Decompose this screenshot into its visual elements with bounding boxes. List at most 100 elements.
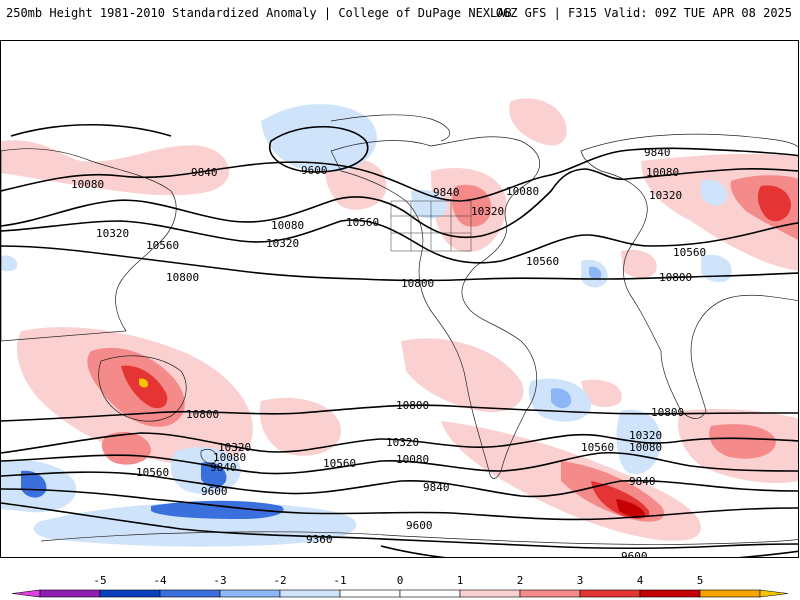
colorbar-swatch <box>459 589 521 598</box>
contour-label: 9360 <box>306 533 333 546</box>
colorbar-tick-label: -2 <box>273 574 286 587</box>
us-grid-cell <box>390 200 472 252</box>
contour-label: 9840 <box>644 146 671 159</box>
contour-label: 10560 <box>581 441 614 454</box>
contour-label: 10560 <box>346 216 379 229</box>
colorbar-swatch <box>519 589 581 598</box>
height-contours <box>1 124 798 557</box>
colorbar-tick-label: -4 <box>153 574 167 587</box>
colorbar-tick-label: 0 <box>397 574 404 587</box>
colorbar-tick-label: 4 <box>637 574 644 587</box>
colorbar-tick-label: -1 <box>333 574 346 587</box>
contour-line <box>1 147 798 202</box>
model-run-info: 06Z GFS | F315 Valid: 09Z TUE APR 08 202… <box>495 6 792 20</box>
contour-label: 10320 <box>629 429 662 442</box>
contour-labels: 10080 9840 9600 10320 10560 10080 10320 … <box>71 146 706 557</box>
contour-label: 10800 <box>659 271 692 284</box>
colorbar-under-arrow <box>11 589 41 598</box>
colorbar-swatch <box>279 589 341 598</box>
contour-label: 9840 <box>210 461 237 474</box>
anomaly-region <box>401 338 524 412</box>
anomaly-region <box>709 424 776 459</box>
anomaly-region <box>757 185 791 222</box>
contour-line <box>380 545 798 557</box>
contour-label: 10560 <box>526 255 559 268</box>
anomaly-region <box>509 98 567 146</box>
anomaly-region <box>701 179 727 206</box>
contour-label: 9840 <box>629 475 656 488</box>
contour-label: 10800 <box>186 408 219 421</box>
colorbar-swatch <box>579 589 641 598</box>
anomaly-region <box>1 140 230 196</box>
coastline <box>330 114 451 142</box>
colorbar-swatch <box>339 589 401 598</box>
anomaly-region <box>259 397 341 456</box>
anomaly-region <box>551 388 572 409</box>
contour-label: 10080 <box>629 441 662 454</box>
coastline <box>330 136 541 479</box>
contour-label: 10320 <box>649 189 682 202</box>
contour-label: 10080 <box>646 166 679 179</box>
contour-label: 10080 <box>396 453 429 466</box>
anomaly-region <box>451 184 492 227</box>
contour-line <box>1 471 798 498</box>
coastline <box>580 133 798 419</box>
contour-label: 10320 <box>96 227 129 240</box>
colorbar-swatch <box>159 589 221 598</box>
contour-label: 10080 <box>213 451 246 464</box>
anomaly-region <box>139 378 149 388</box>
colorbar-tick-label: 1 <box>457 574 464 587</box>
map-frame: 10080 9840 9600 10320 10560 10080 10320 … <box>0 40 799 558</box>
contour-line <box>10 124 172 137</box>
contour-label: 10080 <box>71 178 104 191</box>
contour-label: 10800 <box>166 271 199 284</box>
coastline <box>98 355 187 422</box>
coastlines <box>1 114 798 545</box>
contour-label: 10560 <box>673 246 706 259</box>
contour-label: 9600 <box>406 519 433 532</box>
contour-line <box>1 502 798 550</box>
anomaly-region <box>151 500 284 519</box>
contour-label: 10320 <box>218 441 251 454</box>
coastline <box>1 148 177 342</box>
colorbar-tick-label: -5 <box>93 574 106 587</box>
contour-line <box>1 432 798 454</box>
colorbar-swatch <box>99 589 161 598</box>
contour-label: 9840 <box>191 166 218 179</box>
colorbar-legend: -5 -4 -3 -2 -1 0 1 2 3 4 5 <box>11 574 789 598</box>
contour-line <box>1 245 798 282</box>
anomaly-region <box>589 266 602 280</box>
contour-label: 10320 <box>471 205 504 218</box>
contour-label: 10080 <box>271 219 304 232</box>
anomaly-region <box>581 379 622 407</box>
colorbar-swatch <box>399 589 461 598</box>
colorbar-swatch <box>639 589 701 598</box>
anomaly-region <box>261 104 377 172</box>
contour-label: 9840 <box>433 186 460 199</box>
colorbar-tick-labels: -5 -4 -3 -2 -1 0 1 2 3 4 5 <box>93 574 703 587</box>
us-grid-detail <box>390 200 472 252</box>
colorbar-tick-label: 5 <box>697 574 704 587</box>
contour-label: 10800 <box>401 277 434 290</box>
contour-label: 10800 <box>651 406 684 419</box>
contour-label: 9840 <box>423 481 450 494</box>
contour-label: 10560 <box>136 466 169 479</box>
chart-title: 250mb Height 1981-2010 Standardized Anom… <box>6 6 512 20</box>
anomaly-region <box>201 462 227 488</box>
contour-label: 10320 <box>386 436 419 449</box>
colorbar-swatch <box>219 589 281 598</box>
contour-label: 9600 <box>201 485 228 498</box>
colorbar-over-arrow <box>759 589 789 598</box>
positive-anomaly-shading <box>1 98 798 541</box>
colorbar-swatches <box>11 589 789 598</box>
contour-label: 9600 <box>301 164 328 177</box>
contour-label: 10560 <box>323 457 356 470</box>
contour-label: 10800 <box>396 399 429 412</box>
colorbar-swatch <box>39 589 101 598</box>
colorbar-tick-label: -3 <box>213 574 226 587</box>
anomaly-region <box>621 249 657 278</box>
anomaly-region <box>411 189 447 219</box>
contour-line <box>1 167 798 239</box>
colorbar-swatch <box>699 589 761 598</box>
colorbar-tick-label: 3 <box>577 574 584 587</box>
